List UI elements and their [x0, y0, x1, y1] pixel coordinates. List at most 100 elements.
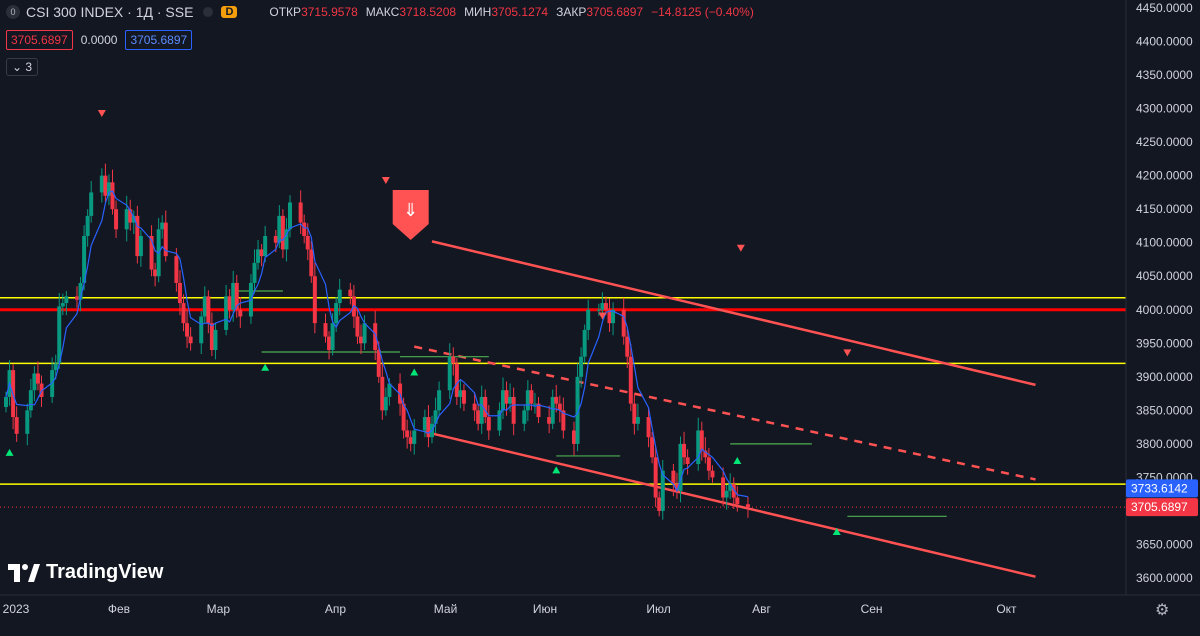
tradingview-logo[interactable]: TradingView: [8, 561, 163, 584]
candle-body: [224, 296, 229, 330]
price-tick-label: 3850.0000: [1136, 403, 1193, 417]
candle-body: [401, 403, 406, 431]
candle-body: [110, 182, 115, 210]
candle-body: [25, 410, 30, 434]
price-tick-label: 4450.0000: [1136, 1, 1193, 15]
candle-body: [721, 477, 726, 498]
candle-body: [199, 316, 204, 344]
candle-body: [14, 417, 19, 434]
candle-body: [376, 350, 381, 377]
time-tick-label: Июн: [533, 602, 557, 616]
tradingview-logo-icon: [8, 563, 40, 582]
candle-body: [703, 450, 708, 458]
candle-body: [650, 437, 655, 458]
candle-body: [28, 390, 33, 411]
candle-body: [280, 215, 285, 250]
candle-body: [561, 410, 566, 431]
indicators-toggle[interactable]: ⌄ 3: [6, 58, 39, 76]
close-label: ЗАКР: [556, 5, 587, 19]
compare-badge[interactable]: 0: [6, 5, 20, 19]
candle-body: [60, 303, 65, 307]
buy-marker: [733, 456, 742, 464]
candle-body: [678, 443, 683, 491]
candle-body: [227, 296, 232, 310]
candle-body: [586, 309, 591, 330]
time-tick-label: Май: [434, 602, 458, 616]
price-tick-label: 4150.0000: [1136, 202, 1193, 216]
candle-body: [483, 396, 488, 418]
candle-body: [653, 457, 658, 498]
horizontal-levels[interactable]: [0, 296, 1126, 508]
candle-body: [724, 490, 729, 498]
sell-marker: [736, 244, 745, 252]
candle-body: [231, 282, 236, 310]
candle-body: [288, 202, 292, 230]
candle-body: [437, 390, 442, 411]
buy-marker: [261, 363, 270, 371]
sell-marker: [97, 109, 106, 117]
buy-marker: [552, 466, 561, 474]
candle-body: [99, 175, 104, 193]
time-tick-label: Авг: [752, 602, 771, 616]
ohlc-values: ОТКР3715.9578 МАКС3718.5208 МИН3705.1274…: [269, 5, 753, 19]
candle-body: [504, 390, 509, 404]
candle-body: [486, 417, 491, 431]
candle-body: [405, 430, 410, 438]
trade-panel: 3705.6897 0.0000 3705.6897: [6, 30, 193, 50]
candle-body: [305, 236, 310, 250]
candle-body: [579, 356, 584, 377]
candle-body: [256, 249, 261, 263]
price-tick-label: 3600.0000: [1136, 571, 1193, 585]
candle-body: [596, 309, 601, 311]
time-tick-label: Мар: [207, 602, 231, 616]
time-axis[interactable]: 2023 Фев Мар Апр Май Июн Июл Авг Сен Окт: [0, 594, 1200, 616]
candle-body: [103, 175, 108, 196]
symbol-title[interactable]: CSI 300 INDEX · 1Д · SSE: [26, 4, 194, 20]
candle-body: [572, 430, 576, 444]
candle-body: [611, 309, 616, 324]
candle-body: [348, 289, 353, 297]
time-tick-label: Апр: [325, 602, 347, 616]
candle-body: [163, 222, 168, 257]
candle-body: [131, 215, 136, 223]
candle-body: [451, 356, 456, 364]
candle-body: [373, 323, 378, 350]
chart-header: 0 CSI 300 INDEX · 1Д · SSE D ОТКР3715.95…: [6, 4, 754, 20]
channel-lower-line: [424, 430, 1036, 578]
indicator-count: 3: [25, 60, 33, 74]
candle-body: [706, 457, 711, 471]
candle-body: [575, 376, 580, 444]
price-tags: 3733.6142 3705.6897: [1126, 479, 1198, 517]
candle-body: [263, 236, 268, 257]
candle-body: [426, 417, 431, 438]
candle-body: [53, 363, 58, 371]
candle-body: [682, 443, 687, 458]
candle-body: [497, 410, 502, 431]
candle-body: [114, 209, 119, 230]
candle-body: [635, 417, 640, 424]
candle-body: [461, 390, 466, 404]
candle-body: [238, 309, 243, 317]
candle-body: [337, 289, 342, 304]
high-value: 3718.5208: [399, 5, 457, 19]
current-price-tag: 3705.6897: [1131, 500, 1188, 514]
candle-body: [138, 236, 143, 257]
candle-body: [252, 262, 257, 283]
trend-lines[interactable]: [413, 240, 1036, 578]
sell-price-button[interactable]: 3705.6897: [6, 30, 73, 50]
candle-body: [309, 249, 314, 277]
buy-price-button[interactable]: 3705.6897: [125, 30, 193, 50]
candle-body: [153, 269, 158, 277]
candle-body: [75, 296, 79, 300]
delay-badge[interactable]: D: [221, 6, 238, 18]
big-sell-flag-label: ⇓: [403, 200, 418, 221]
candle-body: [128, 209, 133, 223]
candle-body: [78, 282, 83, 300]
buy-marker: [5, 448, 14, 456]
candle-body: [532, 403, 537, 405]
gear-icon[interactable]: ⚙: [1155, 602, 1170, 619]
candle-body: [728, 484, 733, 491]
candle-body: [433, 410, 438, 424]
candle-body: [302, 222, 307, 236]
